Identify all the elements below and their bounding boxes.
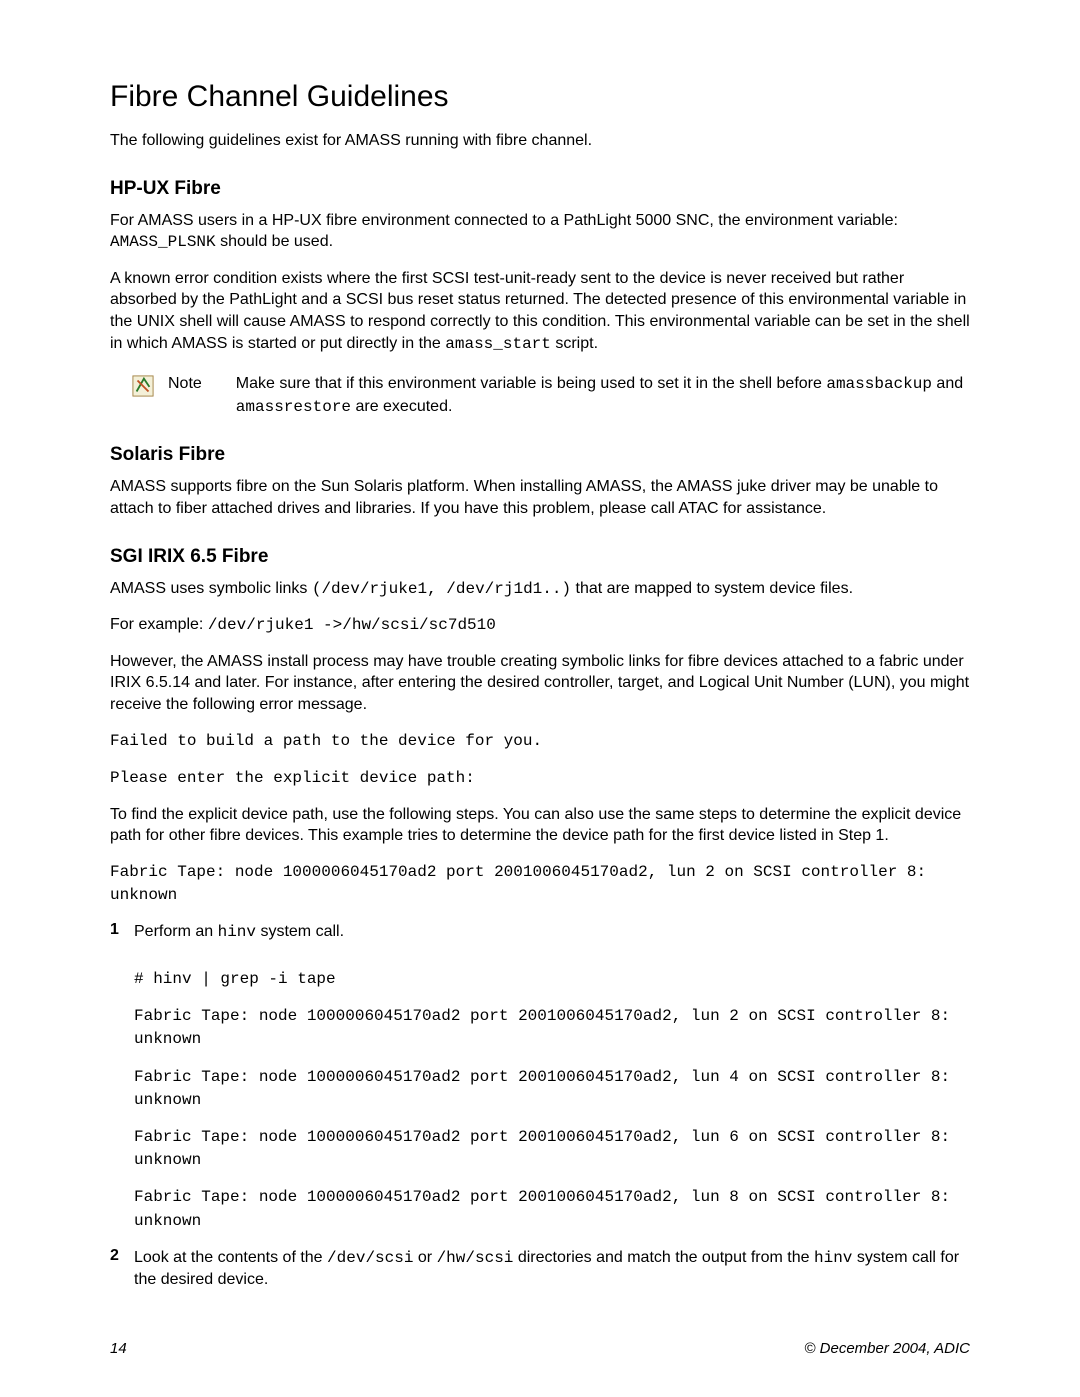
fabric-line: Fabric Tape: node 1000006045170ad2 port … xyxy=(134,1126,970,1172)
step-number: 1 xyxy=(110,921,134,939)
sgi-p1: AMASS uses symbolic links (/dev/rjuke1, … xyxy=(110,578,970,601)
step1-output: # hinv | grep -i tape Fabric Tape: node … xyxy=(134,968,970,1233)
ordered-list: 1 Perform an hinv system call. # hinv | … xyxy=(110,921,970,1304)
step-number: 2 xyxy=(110,1247,134,1265)
document-page: Fibre Channel Guidelines The following g… xyxy=(0,0,1080,1397)
page-footer: 14 © December 2004, ADIC xyxy=(110,1340,970,1357)
fabric-line: Fabric Tape: node 1000006045170ad2 port … xyxy=(134,1186,970,1232)
step1-pre: Perform an xyxy=(134,923,218,940)
step2-mid1: or xyxy=(413,1249,436,1266)
sgi-p2: For example: /dev/rjuke1 ->/hw/scsi/sc7d… xyxy=(110,614,970,637)
page-title: Fibre Channel Guidelines xyxy=(110,80,970,114)
hpux-heading: HP-UX Fibre xyxy=(110,178,970,200)
hpux-p1-code: AMASS_PLSNK xyxy=(110,233,216,251)
note-label: Note xyxy=(168,373,202,393)
fabric-line: Fabric Tape: node 1000006045170ad2 port … xyxy=(134,1066,970,1112)
sgi-p2-code: /dev/rjuke1 ->/hw/scsi/sc7d510 xyxy=(208,616,496,634)
list-item: 2 Look at the contents of the /dev/scsi … xyxy=(110,1247,970,1305)
sgi-fabric-top: Fabric Tape: node 1000006045170ad2 port … xyxy=(110,861,970,907)
step1-post: system call. xyxy=(256,923,344,940)
step2-c3: hinv xyxy=(814,1249,852,1267)
step2-mid2: directories and match the output from th… xyxy=(513,1249,814,1266)
note-text: Make sure that if this environment varia… xyxy=(236,373,970,418)
note-icon xyxy=(132,375,154,397)
hpux-p1-post: should be used. xyxy=(216,233,333,250)
list-item: 1 Perform an hinv system call. xyxy=(110,921,970,958)
sgi-p2-pre: For example: xyxy=(110,616,208,633)
sgi-p3: However, the AMASS install process may h… xyxy=(110,651,970,716)
note-c2: amassrestore xyxy=(236,398,351,416)
hpux-p1: For AMASS users in a HP-UX fibre environ… xyxy=(110,210,970,254)
sgi-p1-post: that are mapped to system device files. xyxy=(571,580,853,597)
sgi-heading: SGI IRIX 6.5 Fibre xyxy=(110,546,970,568)
note-c1: amassbackup xyxy=(826,375,932,393)
note-block: Note Make sure that if this environment … xyxy=(132,373,970,418)
sgi-p1-code: (/dev/rjuke1, /dev/rj1d1..) xyxy=(312,580,571,598)
hpux-p2: A known error condition exists where the… xyxy=(110,268,970,355)
intro-text: The following guidelines exist for AMASS… xyxy=(110,130,970,152)
hinv-cmd: # hinv | grep -i tape xyxy=(134,968,970,991)
solaris-p: AMASS supports fibre on the Sun Solaris … xyxy=(110,476,970,519)
sgi-err2: Please enter the explicit device path: xyxy=(110,767,970,790)
sgi-p4: To find the explicit device path, use th… xyxy=(110,804,970,847)
footer-page-number: 14 xyxy=(110,1340,127,1357)
step1-text: Perform an hinv system call. xyxy=(134,921,970,944)
step2-text: Look at the contents of the /dev/scsi or… xyxy=(134,1247,970,1291)
note-post: are executed. xyxy=(351,398,452,415)
hpux-p2-post: script. xyxy=(551,335,598,352)
step2-c1: /dev/scsi xyxy=(327,1249,413,1267)
step-body: Perform an hinv system call. xyxy=(134,921,970,958)
note-pre: Make sure that if this environment varia… xyxy=(236,375,827,392)
note-mid: and xyxy=(932,375,963,392)
footer-copyright: © December 2004, ADIC xyxy=(804,1340,970,1357)
step2-c2: /hw/scsi xyxy=(437,1249,514,1267)
fabric-line: Fabric Tape: node 1000006045170ad2 port … xyxy=(134,1005,970,1051)
hpux-p2-code: amass_start xyxy=(445,335,551,353)
step2-pre: Look at the contents of the xyxy=(134,1249,327,1266)
hpux-p1-pre: For AMASS users in a HP-UX fibre environ… xyxy=(110,212,898,229)
step1-code: hinv xyxy=(218,923,256,941)
solaris-heading: Solaris Fibre xyxy=(110,444,970,466)
sgi-p1-pre: AMASS uses symbolic links xyxy=(110,580,312,597)
sgi-err1: Failed to build a path to the device for… xyxy=(110,730,970,753)
step-body: Look at the contents of the /dev/scsi or… xyxy=(134,1247,970,1305)
